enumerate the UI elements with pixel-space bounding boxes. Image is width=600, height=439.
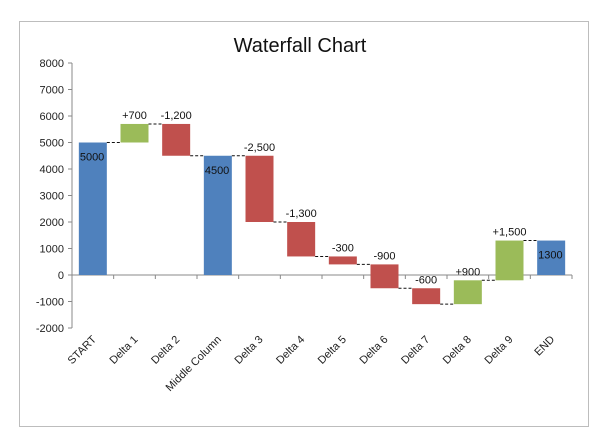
x-tick-label: END	[532, 334, 557, 359]
y-tick-label: 6000	[40, 111, 64, 123]
y-tick-label: -2000	[36, 323, 64, 335]
x-tick-label: START	[66, 333, 99, 366]
data-label: -600	[415, 274, 437, 286]
data-label: -900	[373, 250, 395, 262]
bar-delta-7	[412, 288, 441, 305]
bar-start	[78, 142, 107, 275]
bar-delta-1	[120, 123, 149, 143]
y-tick-label: -1000	[36, 297, 64, 309]
y-tick-label: 3000	[40, 191, 64, 203]
y-tick-label: 7000	[40, 85, 64, 97]
x-tick-label: Delta 8	[441, 334, 474, 367]
x-tick-label: Delta 4	[274, 334, 307, 367]
y-tick-label: 8000	[40, 58, 64, 70]
data-label: 4500	[205, 165, 229, 177]
x-tick-label: Delta 6	[357, 334, 390, 367]
y-tick-label: 1000	[40, 244, 64, 256]
y-tick-label: 2000	[40, 217, 64, 229]
y-tick-label: 4000	[40, 164, 64, 176]
data-label: -300	[332, 242, 354, 254]
data-label: -2,500	[244, 142, 275, 154]
data-label: 1300	[538, 250, 562, 262]
x-tick-label: Delta 2	[149, 334, 182, 367]
bar-delta-9	[495, 240, 524, 281]
bar-delta-8	[453, 280, 482, 305]
bar-delta-5	[328, 256, 357, 265]
bar-delta-2	[162, 123, 191, 156]
data-label: +900	[455, 266, 480, 278]
x-tick-label: Delta 1	[107, 334, 140, 367]
y-tick-label: 0	[58, 270, 64, 282]
chart-title: Waterfall Chart	[234, 35, 367, 57]
data-label: +1,500	[493, 227, 527, 239]
data-label: -1,300	[286, 208, 317, 220]
data-label: -1,200	[161, 110, 192, 122]
bar-delta-3	[245, 155, 274, 222]
x-tick-label: Delta 5	[316, 334, 349, 367]
x-tick-label: Delta 7	[399, 334, 432, 367]
bar-delta-4	[287, 222, 316, 257]
y-tick-label: 5000	[40, 138, 64, 150]
bar-middle-column	[203, 155, 232, 275]
data-label: 5000	[80, 152, 104, 164]
data-label: +700	[122, 110, 147, 122]
bar-end	[537, 240, 566, 275]
bar-delta-6	[370, 264, 399, 289]
x-tick-label: Delta 9	[482, 334, 515, 367]
x-tick-label: Delta 3	[232, 334, 265, 367]
